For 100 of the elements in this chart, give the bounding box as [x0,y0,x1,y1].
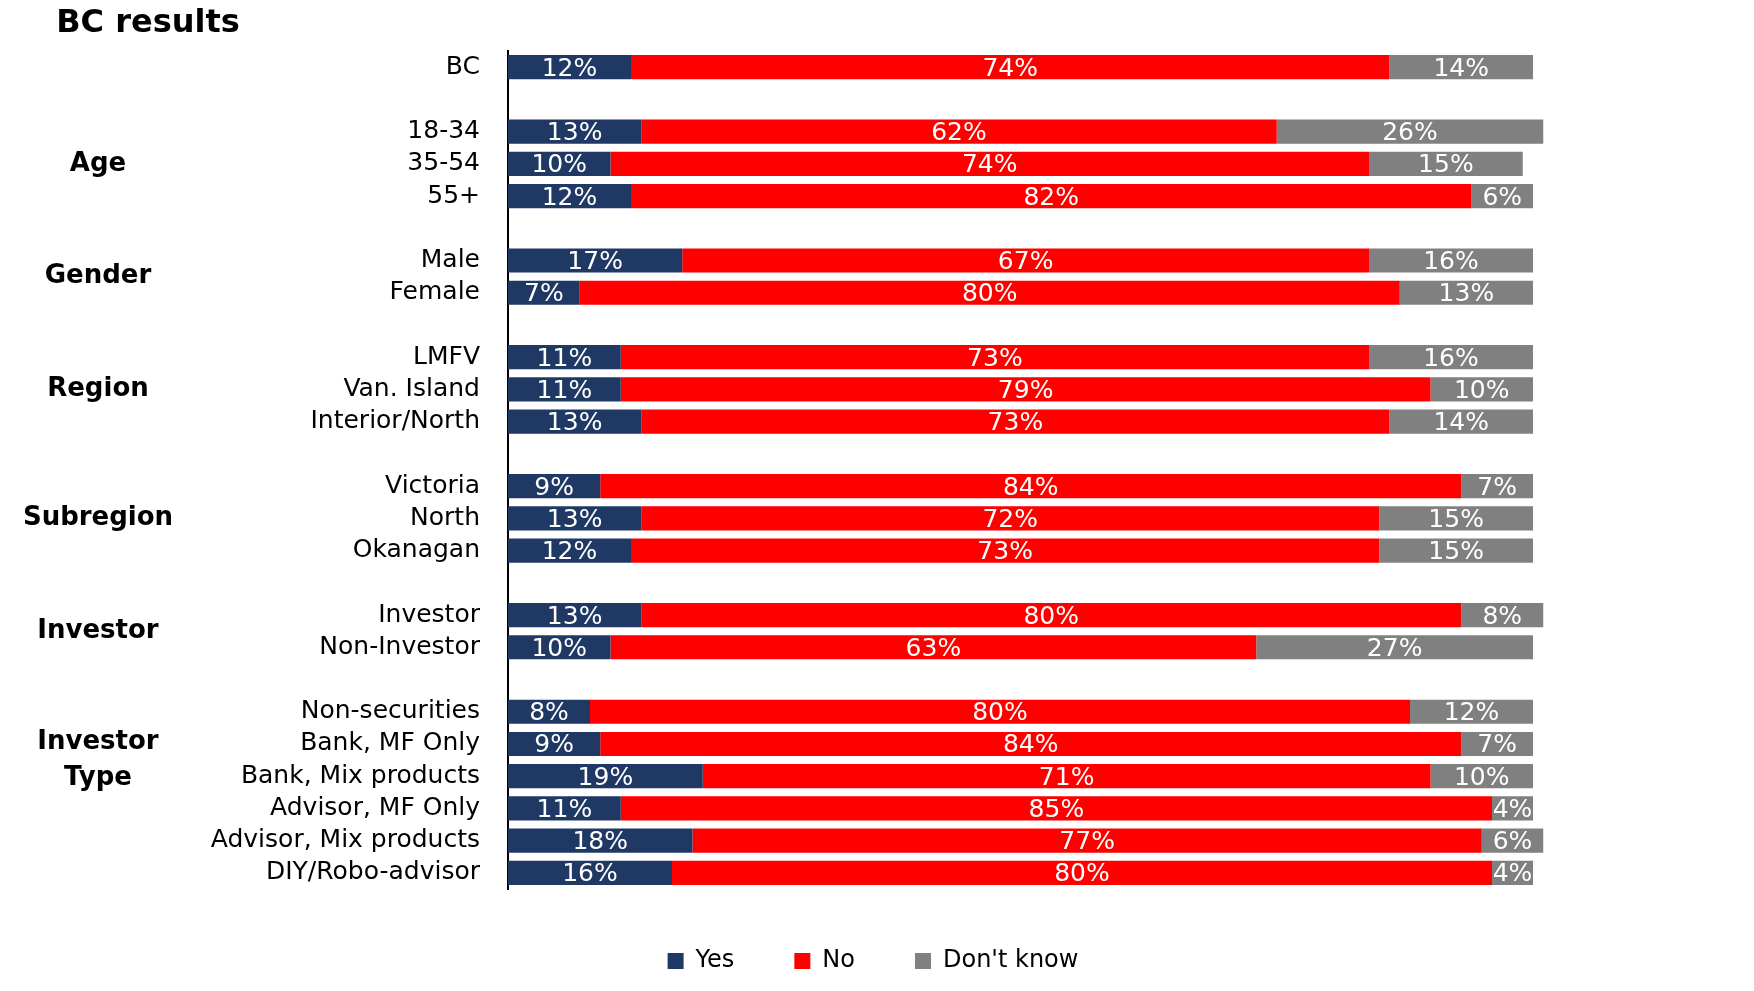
y-tick-label: Bank, Mix products [240,759,480,789]
text: Investor Type [37,724,159,791]
bar [1369,248,1533,273]
data-label: 11% [536,793,593,823]
data-label: 7% [524,278,564,308]
bar [508,248,683,273]
data-label: 8% [529,697,569,727]
y-tick-label: 18-34 [407,115,480,145]
legend-label: No [822,945,855,974]
text: Investor [37,613,159,644]
text: Age [69,146,127,177]
data-label: 63% [905,632,962,662]
data-label: 13% [546,407,603,437]
legend-label: Don't know [942,945,1079,974]
data-label: 15% [1418,149,1474,179]
data-label: 14% [1433,52,1490,82]
bar [620,796,1492,821]
y-tick-label: Non-securities [300,695,480,725]
bar [620,377,1431,402]
bar [672,860,1492,885]
data-label: 17% [567,246,623,275]
data-label: 72% [982,503,1039,533]
data-label: 6% [1482,181,1523,211]
bar [702,764,1431,789]
bar [508,538,631,563]
bar [1256,635,1533,660]
data-label: 80% [961,278,1018,308]
data-label: 80% [1054,858,1110,888]
y-tick-label: LMFV [413,340,480,370]
data-label: 82% [1023,181,1080,211]
bar [590,699,1410,724]
data-label: 26% [1382,117,1438,147]
bar [631,538,1380,563]
y-tick-label: North [410,501,480,531]
data-label: 73% [987,407,1044,437]
data-label: 15% [1428,503,1484,533]
data-label: 13% [1438,278,1495,308]
data-label: 84% [1002,729,1059,759]
legend-label: Yes [694,945,735,974]
y-tick-label: Victoria [385,469,480,499]
data-label: 15% [1428,536,1484,566]
data-label: 80% [1023,600,1080,630]
data-label: 13% [546,117,603,147]
data-label: 85% [1028,793,1085,823]
data-label: 10% [531,149,588,179]
data-label: 19% [577,761,634,791]
data-label: 14% [1433,407,1490,437]
data-label: 10% [531,632,588,662]
data-label: 12% [541,52,598,82]
y-tick-label: Bank, MF Only [300,727,481,757]
y-tick-label: DIY/Robo-advisor [265,856,481,886]
data-label: 4% [1492,858,1533,888]
data-label: 9% [534,471,574,501]
data-label: 62% [931,117,987,147]
data-label: 9% [534,729,574,759]
bar [631,183,1472,209]
y-tick-label: Advisor, Mix products [210,824,480,854]
data-label: 67% [997,246,1054,275]
data-label: 71% [1038,761,1095,791]
data-label: 84% [1002,471,1059,501]
bar [579,280,1400,305]
data-label: 12% [1443,697,1500,727]
y-tick-label: BC [445,50,480,80]
bar [610,151,1369,176]
y-tick-label: Male [420,244,480,273]
y-tick-label: 55+ [427,179,480,209]
data-label: 10% [1453,374,1510,404]
bar [508,764,703,789]
data-label: 27% [1366,632,1423,662]
y-tick-label: Advisor, MF Only [270,791,481,821]
y-tick-label: 35-54 [407,147,480,177]
data-label: 16% [562,858,618,888]
data-label: 6% [1492,826,1533,856]
y-tick-label: Non-Investor [319,630,481,660]
data-label: 18% [572,826,629,856]
bar [641,409,1390,434]
data-label: 16% [1423,342,1479,372]
bar [508,828,693,853]
data-label: 13% [546,503,603,533]
data-label: 7% [1477,471,1517,501]
text: BC results [56,2,240,41]
bar [641,119,1277,144]
bar [620,345,1369,370]
y-tick-label: Female [389,276,480,306]
data-label: 73% [977,536,1033,566]
bar [610,635,1257,660]
data-label: 12% [541,181,598,211]
y-tick-label: Okanagan [352,534,480,564]
bar [600,474,1462,499]
bar [1379,538,1533,563]
y-tick-label: Van. Island [343,372,480,402]
bar [600,731,1462,757]
data-label: 79% [997,374,1054,404]
data-label: 4% [1492,793,1533,823]
text: Subregion [22,501,174,532]
text: Region [47,372,149,403]
bar [508,119,642,144]
y-tick-label: Interior/North [310,405,480,435]
data-label: 10% [1453,761,1510,791]
data-label: 11% [536,374,593,404]
